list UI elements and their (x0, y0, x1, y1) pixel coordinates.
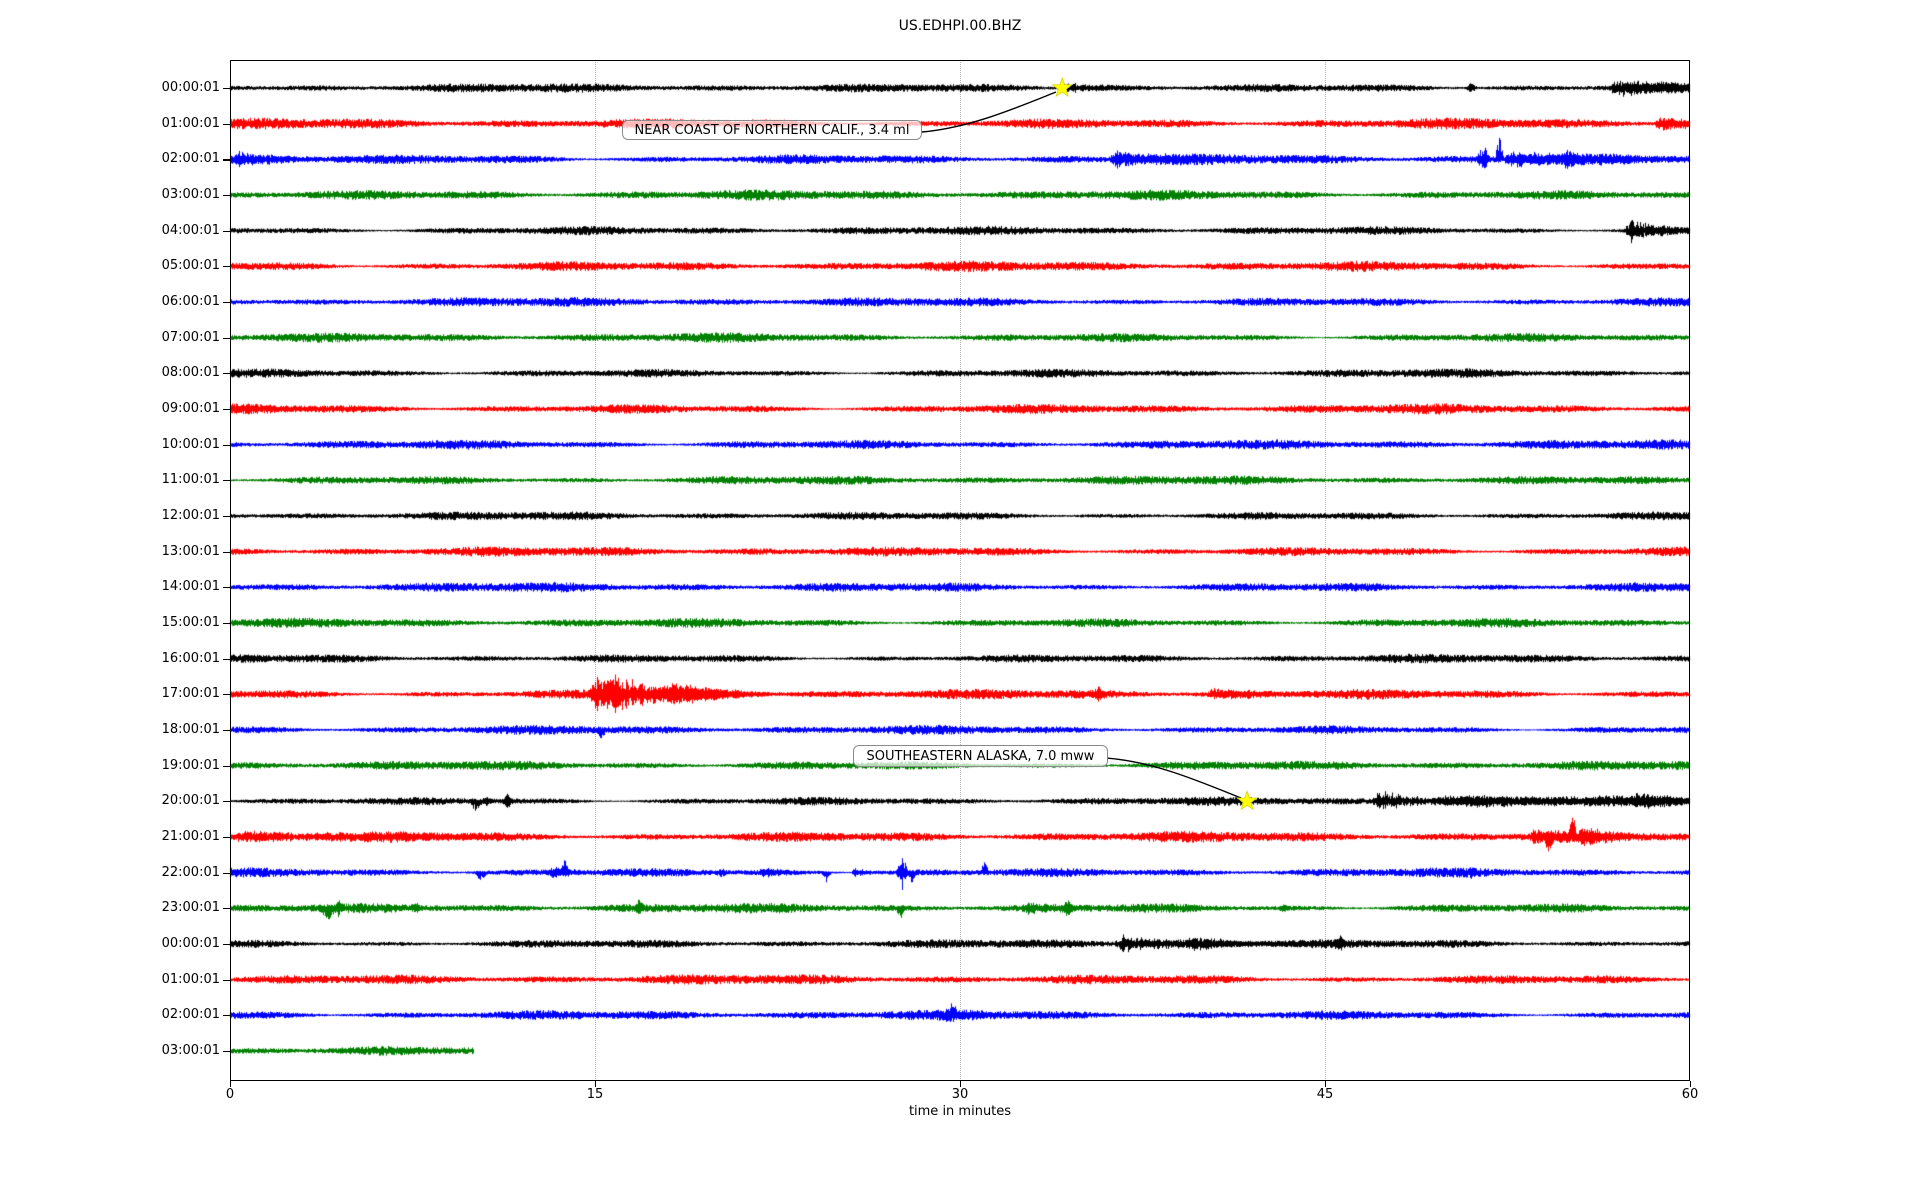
y-tick-label: 15:00:01 (161, 614, 220, 630)
y-tick (223, 551, 230, 553)
y-tick (223, 230, 230, 232)
y-tick (223, 1015, 230, 1017)
y-tick (223, 373, 230, 375)
y-tick-label: 21:00:01 (161, 828, 220, 844)
y-tick (223, 194, 230, 197)
y-tick (223, 408, 230, 411)
y-tick-label: 18:00:01 (161, 721, 220, 737)
y-tick-label: 00:00:01 (161, 80, 220, 95)
x-tick (960, 1081, 962, 1087)
y-tick (223, 658, 230, 660)
x-tick (1325, 1081, 1327, 1087)
y-tick (223, 694, 230, 696)
y-tick (223, 1050, 230, 1052)
y-tick-label: 09:00:01 (161, 400, 220, 416)
y-tick-label: 19:00:01 (161, 757, 220, 773)
y-tick (223, 444, 230, 446)
y-tick-label: 03:00:01 (161, 186, 220, 202)
y-tick-label: 12:00:01 (161, 507, 220, 523)
y-tick-label: 05:00:01 (161, 258, 220, 274)
y-tick (223, 587, 230, 589)
y-tick-label: 02:00:01 (161, 1007, 220, 1023)
x-tick-label: 45 (1316, 1087, 1334, 1102)
event-annotation-norcal: NEAR COAST OF NORTHERN CALIF., 3.4 ml (622, 120, 922, 140)
event-annotation-alaska: SOUTHEASTERN ALASKA, 7.0 mww (853, 745, 1108, 767)
y-tick (223, 266, 230, 268)
y-tick (223, 622, 230, 625)
y-tick (223, 765, 230, 767)
y-tick-label: 00:00:01 (161, 935, 220, 951)
y-tick (223, 801, 230, 803)
y-tick-label: 01:00:01 (161, 971, 220, 987)
x-tick-label: 0 (225, 1087, 235, 1102)
y-tick-label: 11:00:01 (161, 472, 220, 488)
event-annotation-norcal-text: NEAR COAST OF NORTHERN CALIF., 3.4 ml (634, 122, 910, 138)
x-tick-label: 30 (951, 1087, 969, 1102)
y-tick-label: 14:00:01 (161, 579, 220, 595)
y-tick (223, 301, 230, 304)
y-tick (223, 836, 230, 839)
y-tick-label: 02:00:01 (161, 151, 220, 167)
y-tick-label: 22:00:01 (161, 864, 220, 880)
x-tick (230, 1081, 232, 1087)
y-tick (223, 908, 230, 910)
y-tick (223, 337, 230, 339)
event-annotation-alaska-text: SOUTHEASTERN ALASKA, 7.0 mww (866, 748, 1095, 764)
x-tick-label: 15 (586, 1087, 604, 1102)
y-tick-label: 01:00:01 (161, 115, 220, 131)
y-tick-label: 23:00:01 (161, 900, 220, 916)
y-tick (223, 729, 230, 732)
y-tick (223, 943, 230, 946)
y-tick-label: 13:00:01 (161, 543, 220, 559)
y-tick-label: 08:00:01 (161, 365, 220, 381)
y-tick (223, 979, 230, 981)
x-tick (595, 1081, 597, 1087)
y-tick-label: 04:00:01 (161, 222, 220, 238)
x-axis-title: time in minutes (908, 1104, 1012, 1119)
y-tick-label: 17:00:01 (161, 686, 220, 702)
y-tick-label: 03:00:01 (161, 1042, 220, 1058)
x-tick (1690, 1081, 1692, 1087)
y-tick (223, 872, 230, 874)
y-tick-label: 20:00:01 (161, 793, 220, 809)
y-tick (223, 123, 230, 125)
y-tick-label: 10:00:01 (161, 436, 220, 452)
y-tick (223, 88, 230, 90)
y-tick-label: 06:00:01 (161, 293, 220, 309)
y-tick (223, 480, 230, 482)
figure-title: US.EDHPI.00.BHZ (898, 18, 1022, 34)
y-tick-label: 16:00:01 (161, 650, 220, 666)
x-tick-label: 60 (1681, 1087, 1699, 1102)
y-tick (223, 515, 230, 518)
y-tick (223, 159, 230, 161)
y-tick-label: 07:00:01 (161, 329, 220, 345)
